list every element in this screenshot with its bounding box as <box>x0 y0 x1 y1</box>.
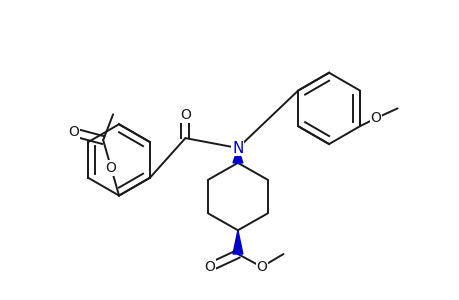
Text: O: O <box>179 108 190 122</box>
Polygon shape <box>232 148 242 163</box>
Text: O: O <box>106 161 116 175</box>
Text: N: N <box>232 140 243 155</box>
Text: O: O <box>204 260 215 274</box>
Text: O: O <box>68 125 79 139</box>
Text: O: O <box>256 260 267 274</box>
Polygon shape <box>232 230 242 254</box>
Text: O: O <box>369 111 381 125</box>
